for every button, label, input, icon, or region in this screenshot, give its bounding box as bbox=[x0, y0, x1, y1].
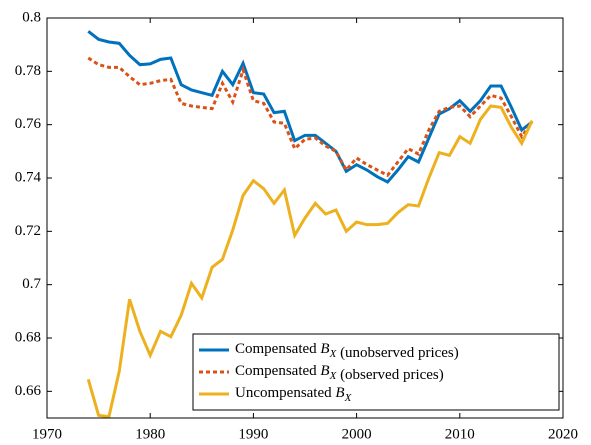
x-tick-label: 2010 bbox=[445, 426, 475, 442]
line-series bbox=[87, 56, 534, 178]
y-tick-label: 0.76 bbox=[15, 116, 42, 132]
x-tick-label: 2000 bbox=[342, 426, 372, 442]
legend-box bbox=[192, 333, 560, 411]
legend-label: Compensated BX (observed prices) bbox=[235, 363, 444, 383]
y-tick-label: 0.66 bbox=[15, 383, 42, 399]
x-tick-label: 1970 bbox=[32, 426, 62, 442]
y-tick-label: 0.7 bbox=[22, 276, 41, 292]
y-tick-label: 0.72 bbox=[15, 223, 41, 239]
x-tick-label: 1980 bbox=[135, 426, 165, 442]
y-tick-label: 0.8 bbox=[22, 9, 41, 25]
x-tick-label: 1990 bbox=[238, 426, 268, 442]
line-series bbox=[87, 30, 533, 184]
plot-frame bbox=[46, 17, 564, 419]
line-series bbox=[86, 104, 534, 418]
plot bbox=[86, 30, 534, 418]
x-tick-label: 2020 bbox=[548, 426, 578, 442]
legend-label: Compensated BX (unobserved prices) bbox=[235, 341, 459, 361]
y-tick-label: 0.74 bbox=[15, 169, 42, 185]
y-tick-label: 0.68 bbox=[15, 329, 41, 345]
y-tick-label: 0.78 bbox=[15, 63, 41, 79]
legend-label: Uncompensated BX bbox=[235, 385, 353, 403]
